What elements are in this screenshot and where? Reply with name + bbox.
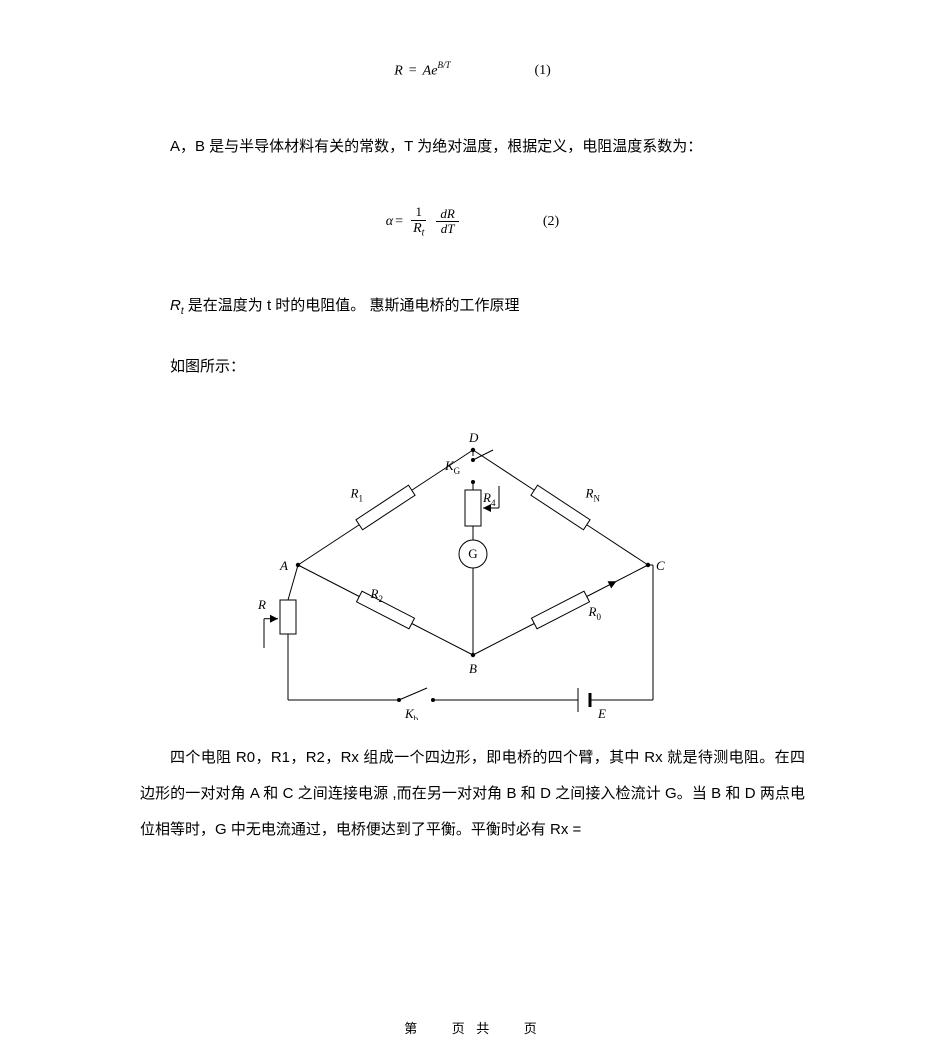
para-2: Rt 是在温度为 t 时的电阻值。 惠斯通电桥的工作原理 — [140, 288, 805, 324]
svg-text:A: A — [279, 558, 288, 573]
eq2-frac2-num: dR — [436, 207, 458, 222]
eq2-equals: = — [393, 214, 405, 230]
svg-text:RN: RN — [584, 486, 600, 504]
svg-text:Kb: Kb — [404, 706, 419, 720]
eq2-number: (2) — [543, 214, 559, 230]
para2-rest: 是在温度为 t 时的电阻值。 惠斯通电桥的工作原理 — [188, 297, 520, 314]
eq1-equals: = — [407, 63, 419, 78]
svg-text:KG: KG — [444, 458, 461, 476]
para2-R: R — [170, 297, 181, 314]
footer-a: 第 — [404, 1021, 421, 1036]
eq2-frac1-num: 1 — [411, 205, 426, 220]
eq2-frac1-den-R: R — [413, 221, 422, 236]
eq1-number: (1) — [534, 63, 550, 78]
eq2-alpha: α — [386, 214, 393, 230]
eq1-exp: B/T — [437, 60, 450, 70]
para2-t: t — [181, 306, 184, 317]
svg-text:E: E — [597, 706, 606, 720]
page-footer: 第 页 共 页 — [0, 1018, 945, 1037]
footer-b: 页 共 — [452, 1021, 494, 1036]
equation-1: R = AeB/T (1) — [140, 60, 805, 79]
svg-text:R: R — [257, 597, 266, 612]
svg-text:B: B — [469, 661, 477, 676]
footer-c: 页 — [524, 1021, 541, 1036]
para-4: 四个电阻 R0，R1，R2，Rx 组成一个四边形，即电桥的四个臂，其中 Rx 就… — [140, 740, 805, 848]
page-root: R = AeB/T (1) A，B 是与半导体材料有关的常数，T 为绝对温度，根… — [0, 0, 945, 1057]
svg-text:D: D — [468, 430, 479, 445]
wheatstone-bridge-diagram: R1RNR2R0KGR4GACDBRKbE — [140, 410, 805, 720]
eq2-frac1: 1 Rt — [409, 205, 428, 238]
bridge-svg: R1RNR2R0KGR4GACDBRKbE — [238, 410, 708, 720]
svg-text:C: C — [656, 558, 665, 573]
para-1: A，B 是与半导体材料有关的常数，T 为绝对温度，根据定义，电阻温度系数为： — [140, 129, 805, 165]
eq2-frac2: dR dT — [436, 207, 458, 237]
eq2-frac1-den: Rt — [409, 221, 428, 239]
svg-text:R1: R1 — [349, 486, 362, 504]
svg-text:R0: R0 — [587, 604, 601, 622]
eq2-frac2-den: dT — [437, 222, 459, 236]
eq1-R: R — [394, 63, 403, 78]
equation-2: α = 1 Rt dR dT (2) — [140, 205, 805, 238]
para-3: 如图所示： — [140, 349, 805, 385]
eq1-A: A — [423, 63, 432, 78]
svg-text:G: G — [468, 546, 477, 561]
eq2-frac1-den-t: t — [422, 227, 425, 238]
